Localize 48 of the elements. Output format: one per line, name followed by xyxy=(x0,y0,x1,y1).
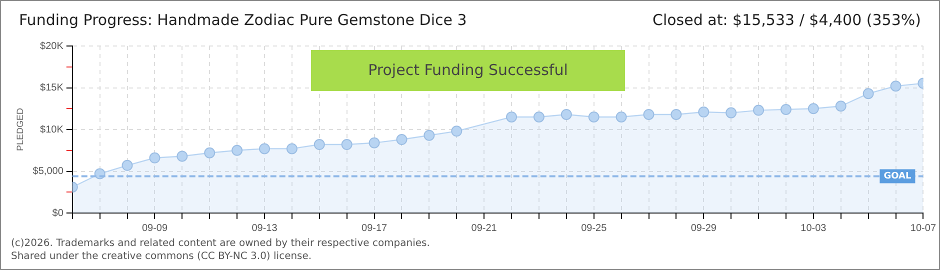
point xyxy=(698,106,710,118)
point xyxy=(149,152,160,164)
point xyxy=(616,111,627,122)
y-tick-label: $15K xyxy=(40,82,64,94)
point xyxy=(862,88,874,100)
x-tick-label: 09-09 xyxy=(142,222,168,234)
text: Shared under the creative commons (CC BY-NC 3.0) license. xyxy=(11,251,312,262)
point xyxy=(670,108,682,120)
y-tick-label: $20K xyxy=(40,40,64,52)
chart-title: Funding Progress: Handmade Zodiac Pure Gemstone Dice 3 xyxy=(19,11,467,29)
point xyxy=(533,111,544,122)
point xyxy=(341,139,352,150)
point xyxy=(368,137,380,148)
point xyxy=(259,143,270,154)
point xyxy=(286,143,298,154)
point xyxy=(204,147,216,158)
point xyxy=(643,108,654,120)
point xyxy=(506,111,518,122)
point xyxy=(314,139,325,150)
point xyxy=(451,126,462,137)
point xyxy=(176,150,188,162)
x-tick-label: 09-25 xyxy=(581,222,608,234)
chart-subtitle: Closed at: $15,533 / $4,400 (353%) xyxy=(652,11,921,29)
point xyxy=(726,107,737,118)
text: (c)2026. Trademarks and related content are owned by their respective companies. xyxy=(11,238,430,249)
point xyxy=(890,80,902,92)
point xyxy=(396,134,408,146)
x-tick-label: 09-21 xyxy=(471,222,498,234)
point xyxy=(835,100,846,112)
ref-line-label: GOAL xyxy=(884,172,912,182)
point xyxy=(753,104,764,116)
point xyxy=(780,104,792,115)
point xyxy=(424,130,435,141)
x-tick-label: 10-07 xyxy=(910,222,936,234)
x-tick-label: 09-29 xyxy=(690,222,717,234)
point xyxy=(232,144,243,156)
point xyxy=(122,160,133,171)
x-tick-label: 09-13 xyxy=(252,222,278,234)
x-tick-label: 09-17 xyxy=(362,222,388,234)
point xyxy=(808,103,819,114)
y-tick-label: $0 xyxy=(52,208,64,219)
y-axis-title: PLEDGED xyxy=(14,107,25,152)
success-banner: Project Funding Successful xyxy=(310,50,626,92)
x-tick-label: 10-03 xyxy=(800,222,827,234)
y-tick-label: $5,000 xyxy=(32,166,64,177)
y-tick-label: $10K xyxy=(40,124,64,136)
point xyxy=(560,108,572,120)
point xyxy=(588,111,600,122)
